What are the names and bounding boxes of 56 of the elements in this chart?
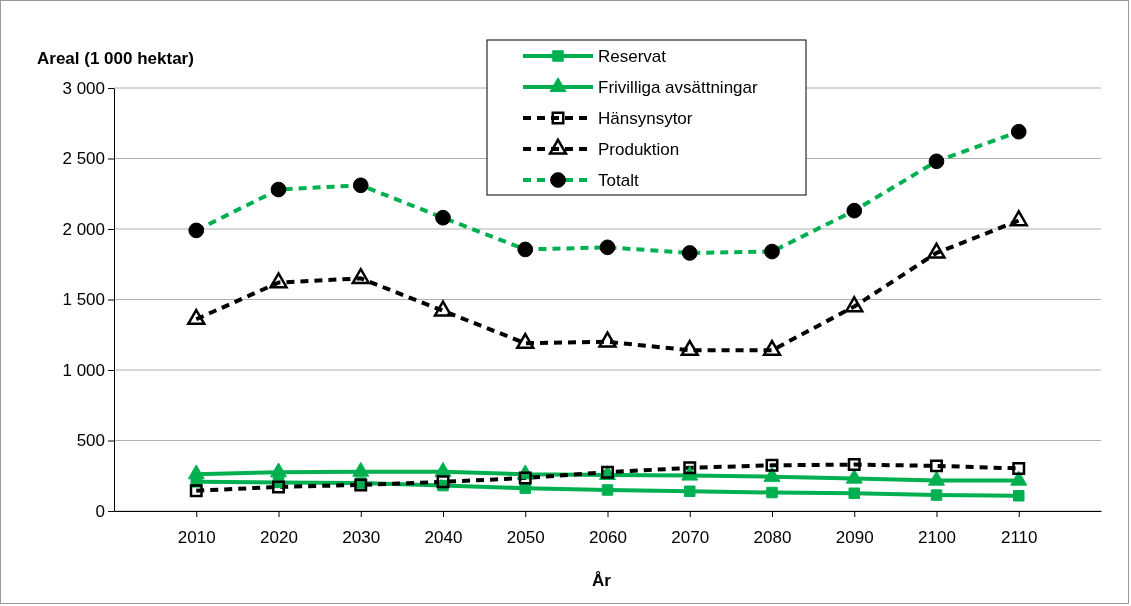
x-tick-label: 2040 xyxy=(424,528,463,548)
point xyxy=(930,489,943,501)
point xyxy=(930,459,943,473)
point xyxy=(352,461,370,477)
point xyxy=(189,484,203,498)
y-tick-label: 2 500 xyxy=(62,149,105,169)
x-tick-label: 2070 xyxy=(671,528,710,548)
point xyxy=(1010,470,1028,486)
point xyxy=(187,308,206,326)
point xyxy=(1013,490,1025,502)
point xyxy=(766,486,778,499)
y-tick-label: 0 xyxy=(95,501,105,521)
point xyxy=(847,458,861,472)
x-tick-label: 2080 xyxy=(753,528,792,548)
x-tick-label: 2010 xyxy=(177,528,216,548)
x-tick-label: 2020 xyxy=(260,528,298,548)
point xyxy=(765,458,779,472)
x-tick-label: 2110 xyxy=(1000,528,1038,548)
legend-label: Produktion xyxy=(598,140,680,159)
point xyxy=(684,485,696,497)
y-tick-label: 2 000 xyxy=(62,219,105,239)
y-tick-label: 1 000 xyxy=(62,360,105,380)
y-tick-label: 3 000 xyxy=(62,78,105,98)
point xyxy=(683,461,697,475)
point xyxy=(1012,461,1026,475)
point xyxy=(927,242,946,259)
x-tick-label: 2060 xyxy=(589,528,627,548)
x-axis-title: År xyxy=(592,571,612,590)
y-tick-label: 500 xyxy=(76,431,105,451)
point xyxy=(848,487,860,499)
point xyxy=(516,332,535,350)
point xyxy=(598,331,617,348)
point xyxy=(680,339,699,357)
legend-label: Hänsynsytor xyxy=(598,109,693,128)
y-axis-title: Areal (1 000 hektar) xyxy=(37,49,194,68)
x-tick-label: 2100 xyxy=(918,528,956,548)
legend-label: Reservat xyxy=(598,47,667,66)
point xyxy=(272,480,285,494)
point xyxy=(518,471,532,485)
point xyxy=(433,300,453,317)
point xyxy=(762,339,782,357)
x-tick-label: 2030 xyxy=(342,528,381,548)
legend-label: Totalt xyxy=(598,171,639,190)
x-tick-label: 2050 xyxy=(506,528,545,548)
point xyxy=(187,464,205,480)
legend-label: Frivilliga avsättningar xyxy=(598,78,759,97)
point xyxy=(928,470,945,486)
point xyxy=(1009,210,1028,227)
point xyxy=(269,272,288,289)
point xyxy=(351,267,370,285)
point xyxy=(601,484,614,496)
y-tick-label: 1 500 xyxy=(62,290,105,310)
point xyxy=(436,475,450,489)
point xyxy=(270,462,287,478)
x-tick-label: 2090 xyxy=(835,528,874,548)
point xyxy=(845,296,864,313)
